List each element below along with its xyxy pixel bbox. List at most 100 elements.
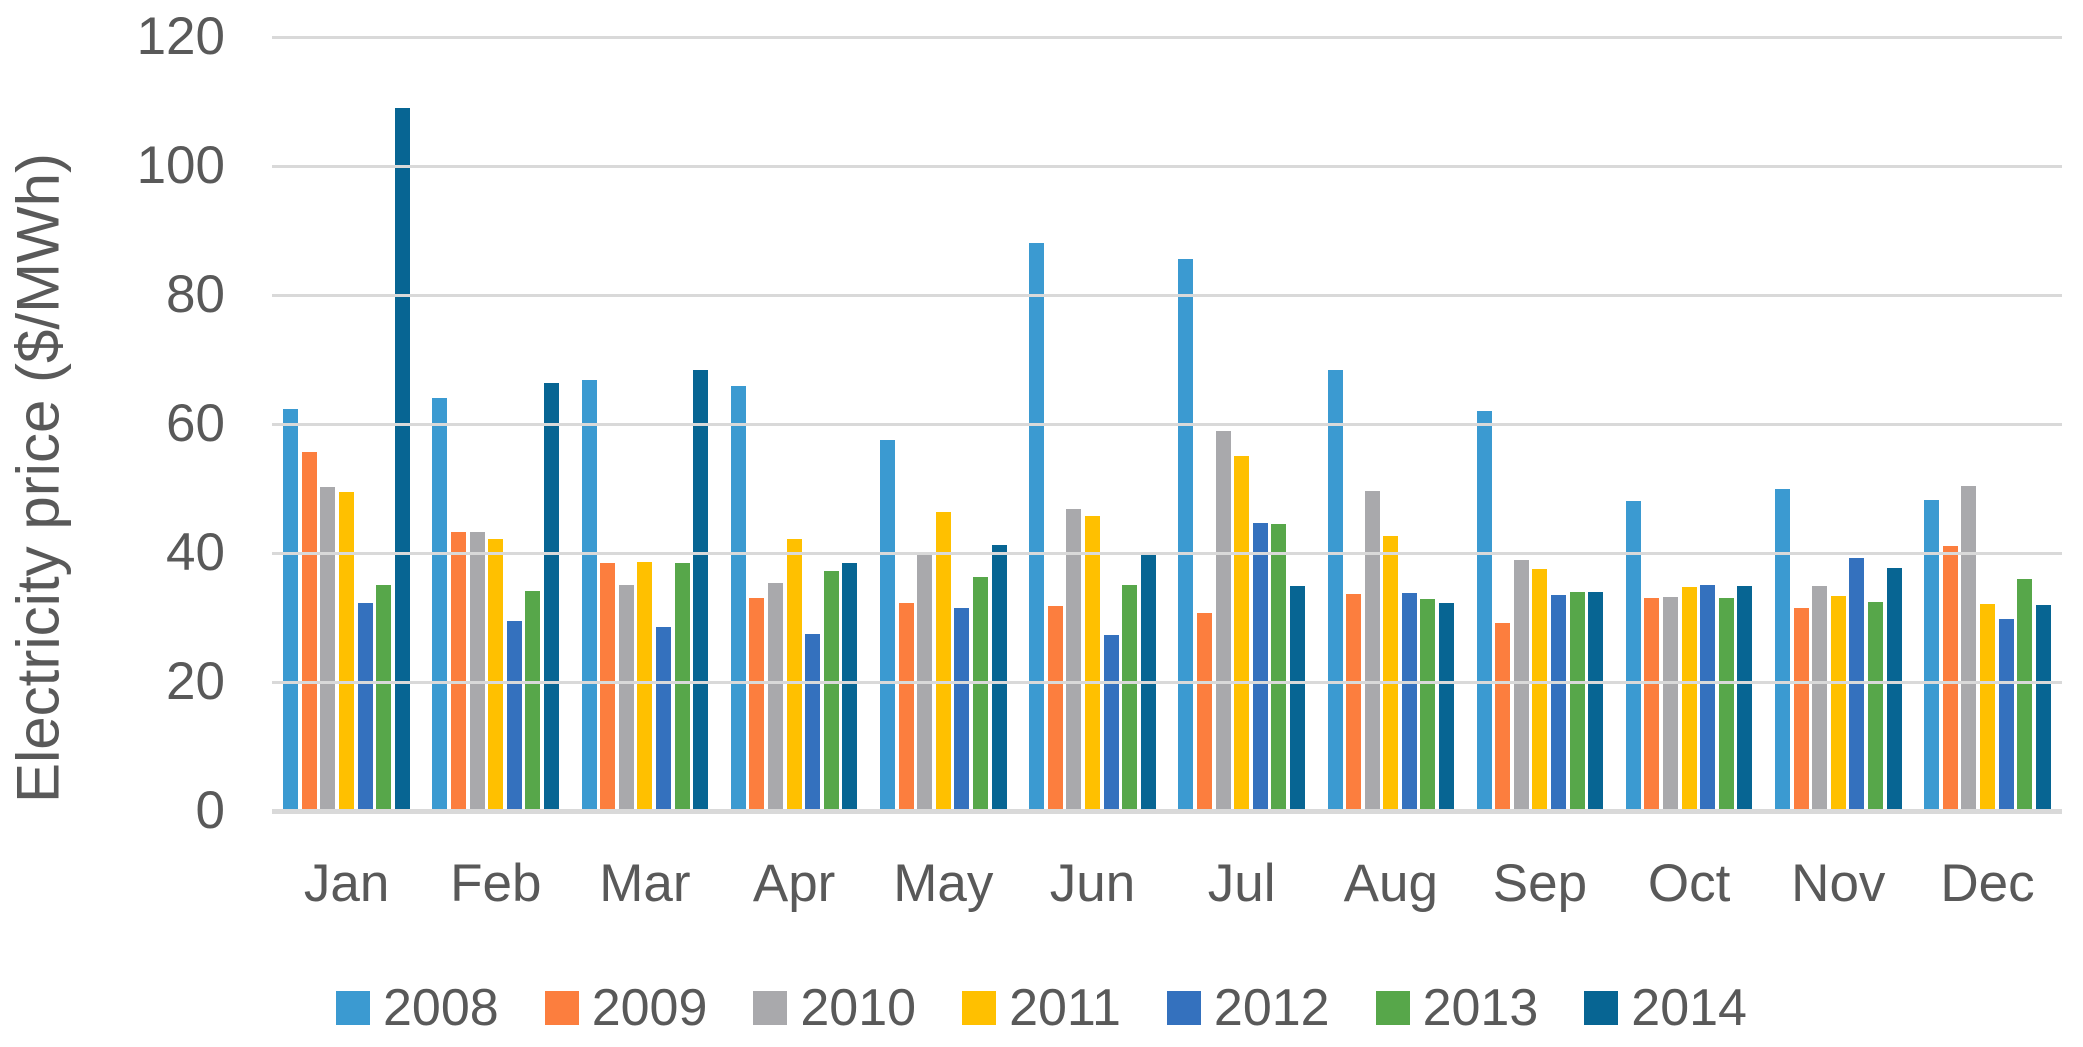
bar-dec-2014	[2035, 604, 2051, 811]
bar-jun-2012	[1103, 634, 1119, 811]
x-axis-label-jun: Jun	[1049, 854, 1136, 913]
bar-may-2012	[954, 608, 970, 811]
bar-sep-2010	[1513, 560, 1529, 811]
bar-jul-2008	[1178, 258, 1194, 811]
bar-nov-2012	[1849, 558, 1865, 811]
bar-jan-2013	[376, 584, 392, 811]
bar-mar-2008	[581, 380, 597, 811]
bar-apr-2014	[842, 562, 858, 811]
legend-label-2013: 2013	[1422, 979, 1539, 1037]
bar-feb-2010	[469, 531, 485, 811]
gridline	[272, 422, 2062, 426]
x-axis-label-oct: Oct	[1647, 854, 1731, 913]
bar-sep-2013	[1569, 591, 1585, 811]
bar-sep-2008	[1476, 411, 1492, 811]
bar-apr-2011	[786, 538, 802, 811]
legend-item-2009: 2009	[544, 979, 708, 1037]
bar-group-jun	[1018, 37, 1167, 811]
bar-group-may	[869, 37, 1018, 811]
bar-jan-2008	[283, 408, 299, 811]
bar-nov-2009	[1793, 608, 1809, 811]
bar-jul-2012	[1252, 522, 1268, 811]
bar-jul-2009	[1196, 613, 1212, 811]
bar-aug-2012	[1401, 593, 1417, 811]
bar-nov-2011	[1830, 596, 1846, 811]
bar-group-mar	[570, 37, 719, 811]
y-axis-tick-label: 100	[136, 136, 225, 195]
x-axis-label-dec: Dec	[1940, 854, 2035, 913]
bar-may-2013	[972, 576, 988, 811]
y-axis-tick-label: 20	[166, 652, 225, 711]
x-axis-label-feb: Feb	[450, 854, 542, 913]
bar-jul-2013	[1271, 523, 1287, 811]
bar-aug-2009	[1346, 594, 1362, 811]
legend-swatch-2014	[1584, 991, 1619, 1025]
gridline	[272, 293, 2062, 297]
bar-jun-2013	[1122, 585, 1138, 811]
bar-may-2014	[991, 544, 1007, 811]
bar-sep-2012	[1551, 594, 1567, 811]
legend-swatch-2010	[753, 991, 788, 1025]
x-axis-labels: Jan Feb Mar Apr May Jun Jul Aug Sep Oct Nov Dec	[272, 856, 2062, 912]
bar-group-nov	[1764, 37, 1913, 811]
legend-item-2012: 2012	[1166, 981, 1330, 1035]
bar-group-dec	[1913, 37, 2062, 811]
bar-dec-2011	[1979, 603, 1995, 811]
bar-feb-2009	[451, 532, 467, 811]
legend-swatch-2008	[336, 991, 371, 1025]
bar-jun-2009	[1047, 605, 1063, 811]
gridline	[272, 164, 2062, 168]
bar-aug-2011	[1383, 536, 1399, 811]
bar-sep-2014	[1588, 592, 1604, 811]
bar-aug-2013	[1420, 599, 1436, 811]
bar-may-2009	[898, 602, 914, 811]
bar-jan-2009	[301, 451, 317, 811]
x-axis-label-apr: Apr	[752, 854, 836, 913]
bar-dec-2009	[1942, 545, 1958, 811]
x-axis-label-nov: Nov	[1791, 854, 1886, 913]
gridline	[272, 35, 2062, 39]
bar-jun-2010	[1066, 509, 1082, 811]
legend-label-2010: 2010	[800, 979, 917, 1037]
legend-label-2011: 2011	[1009, 979, 1121, 1037]
bar-feb-2013	[525, 591, 541, 811]
bar-oct-2012	[1700, 585, 1716, 811]
y-axis-tick-label: 0	[195, 781, 225, 840]
bar-dec-2012	[1998, 619, 2014, 811]
bar-group-oct	[1615, 37, 1764, 811]
x-axis-label-may: May	[893, 854, 994, 913]
legend: 2008 2009 2010 2011 2012 2013 2014	[0, 981, 2083, 1035]
bar-mar-2010	[618, 584, 634, 811]
bar-jun-2008	[1029, 243, 1045, 811]
bar-apr-2010	[768, 582, 783, 811]
bar-jan-2014	[394, 107, 410, 811]
bar-sep-2011	[1532, 569, 1548, 811]
bar-apr-2013	[823, 571, 839, 811]
y-axis-tick-label: 60	[166, 394, 225, 453]
legend-item-2010: 2010	[753, 981, 916, 1035]
bar-mar-2011	[637, 562, 653, 811]
legend-swatch-2011	[962, 991, 997, 1025]
bar-group-aug	[1316, 37, 1465, 811]
legend-label-2009: 2009	[591, 979, 708, 1037]
bar-apr-2012	[805, 634, 821, 811]
bar-group-jan	[272, 37, 421, 811]
bar-groups	[272, 37, 2062, 811]
bar-jun-2011	[1084, 515, 1100, 811]
bar-nov-2014	[1886, 568, 1902, 811]
bar-oct-2008	[1625, 500, 1641, 811]
bar-dec-2013	[2017, 578, 2033, 811]
bar-may-2008	[879, 440, 895, 811]
legend-item-2013: 2013	[1375, 979, 1539, 1037]
bar-apr-2008	[730, 385, 746, 811]
legend-item-2008: 2008	[336, 981, 499, 1035]
bar-jul-2010	[1215, 431, 1231, 811]
x-axis-label-mar: Mar	[599, 854, 691, 913]
bar-feb-2011	[488, 539, 504, 811]
bar-group-feb	[421, 37, 570, 811]
x-axis-label-sep: Sep	[1492, 854, 1588, 913]
x-axis-label-aug: Aug	[1343, 854, 1438, 913]
bar-aug-2014	[1439, 603, 1455, 811]
bar-dec-2010	[1961, 485, 1977, 811]
gridline	[272, 551, 2062, 555]
